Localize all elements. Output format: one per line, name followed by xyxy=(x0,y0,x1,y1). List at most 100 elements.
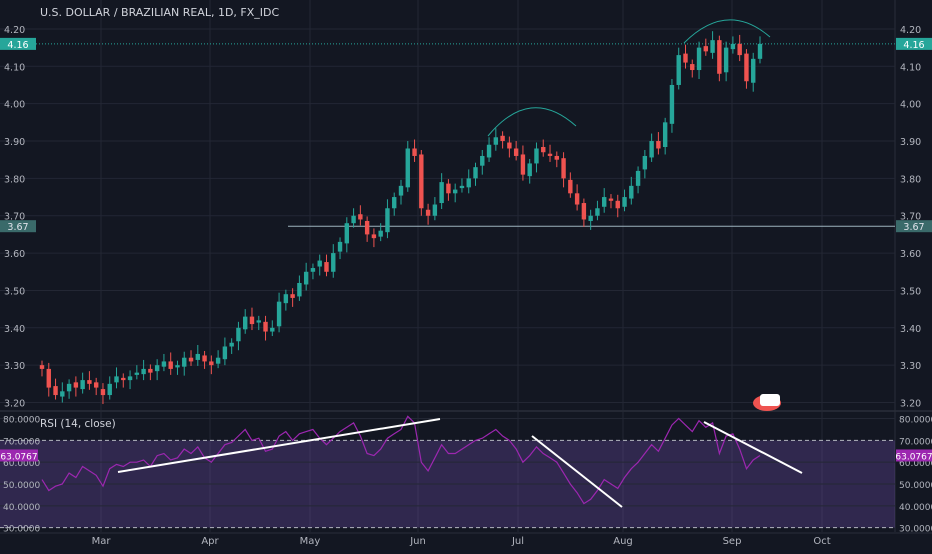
candle xyxy=(324,254,329,277)
candle-body xyxy=(60,391,65,397)
chart-title: U.S. DOLLAR / BRAZILIAN REAL, 1D, FX_IDC xyxy=(40,6,280,19)
candle-body xyxy=(310,268,316,272)
candle xyxy=(412,139,417,162)
candle-body xyxy=(486,144,492,158)
candle-body xyxy=(425,209,431,216)
candle-body xyxy=(270,327,275,332)
candle xyxy=(703,38,709,56)
candle xyxy=(486,137,492,162)
candle xyxy=(419,149,424,216)
rounded-top-arc-jul xyxy=(487,107,577,137)
candle-body xyxy=(236,327,241,342)
candle xyxy=(256,315,261,331)
price-tick-label: 4.20 xyxy=(900,25,921,36)
price-tick-label-left: 4.00 xyxy=(4,100,25,111)
candle-body xyxy=(473,167,478,179)
event-badge-bg xyxy=(760,394,780,406)
candle-body xyxy=(168,361,173,369)
candle xyxy=(696,41,702,80)
candle xyxy=(276,292,282,333)
candle xyxy=(568,172,573,198)
price-tick-label-left: 3.60 xyxy=(4,249,25,260)
candle-body xyxy=(39,365,45,369)
candle xyxy=(493,128,499,151)
rsi-tick-label-left: 60.0000 xyxy=(3,459,40,469)
candle xyxy=(331,244,336,278)
candle xyxy=(310,263,316,280)
price-tick-label-left: 4.20 xyxy=(4,25,25,36)
candle-body xyxy=(629,185,634,199)
candle-body xyxy=(371,234,377,239)
x-tick-label: Jun xyxy=(409,536,426,547)
candle-body xyxy=(541,146,546,153)
candle xyxy=(229,338,234,354)
candle xyxy=(615,194,620,218)
candle xyxy=(534,142,539,173)
candle-body xyxy=(229,342,234,347)
candle-body xyxy=(66,383,72,392)
candle-body xyxy=(364,220,370,235)
candle-body xyxy=(331,253,336,272)
candle-body xyxy=(53,386,58,396)
price-tick-label-left: 3.30 xyxy=(4,361,25,372)
candle-body xyxy=(513,148,519,156)
rsi-tick-label: 30.0000 xyxy=(899,525,932,535)
candle xyxy=(351,208,356,228)
candle xyxy=(500,131,505,149)
price-tick-label: 3.40 xyxy=(900,324,921,335)
candle-body xyxy=(480,155,485,166)
candle-body xyxy=(690,64,695,71)
rsi-trendline-mar-jun xyxy=(117,418,441,473)
candle xyxy=(107,376,112,400)
candle-body xyxy=(175,365,180,368)
candle xyxy=(662,117,668,155)
candle xyxy=(141,359,146,381)
candle xyxy=(80,372,85,394)
rounded-top-arc-sep xyxy=(683,19,771,44)
candle xyxy=(378,223,383,242)
candle-body xyxy=(561,158,566,179)
candle-body xyxy=(507,142,512,149)
rsi-tick-label: 60.0000 xyxy=(899,459,932,469)
candle-body xyxy=(182,357,187,367)
candle-body xyxy=(662,122,668,147)
candle-body xyxy=(263,321,268,332)
candle xyxy=(717,35,722,82)
candle-body xyxy=(432,204,438,216)
candle xyxy=(432,197,438,221)
candle-body xyxy=(500,135,505,142)
candle xyxy=(154,359,160,381)
rsi-tick-label-left: 40.0000 xyxy=(3,503,40,513)
rsi-tick-label: 80.0000 xyxy=(899,416,932,426)
candle-body xyxy=(717,40,722,74)
candle-body xyxy=(337,241,343,252)
candle xyxy=(405,141,410,192)
candle xyxy=(710,31,715,59)
candle-body xyxy=(757,43,763,59)
candle-body xyxy=(493,137,499,145)
candle xyxy=(520,145,526,181)
candle-body xyxy=(134,372,140,375)
candle-body xyxy=(574,193,580,205)
candle xyxy=(635,166,641,194)
candle-body xyxy=(121,377,126,381)
candle-body xyxy=(723,47,729,73)
last-price-label-left-bg xyxy=(0,37,36,50)
price-tick-label: 3.70 xyxy=(900,212,921,223)
candle-body xyxy=(80,380,85,390)
candle xyxy=(371,228,377,248)
candle-body xyxy=(222,346,228,360)
rsi-trendline-sep xyxy=(703,421,803,474)
candle xyxy=(439,173,444,210)
candle xyxy=(243,309,248,334)
candle xyxy=(236,321,241,351)
candle xyxy=(127,370,133,390)
candle xyxy=(249,307,255,331)
candle xyxy=(757,36,763,64)
candle-body xyxy=(202,355,207,362)
candle xyxy=(595,200,600,221)
rsi-tick-label-left: 50.0000 xyxy=(3,481,40,491)
candle-body xyxy=(527,163,532,177)
candle-body xyxy=(114,376,119,383)
candle xyxy=(39,360,45,377)
